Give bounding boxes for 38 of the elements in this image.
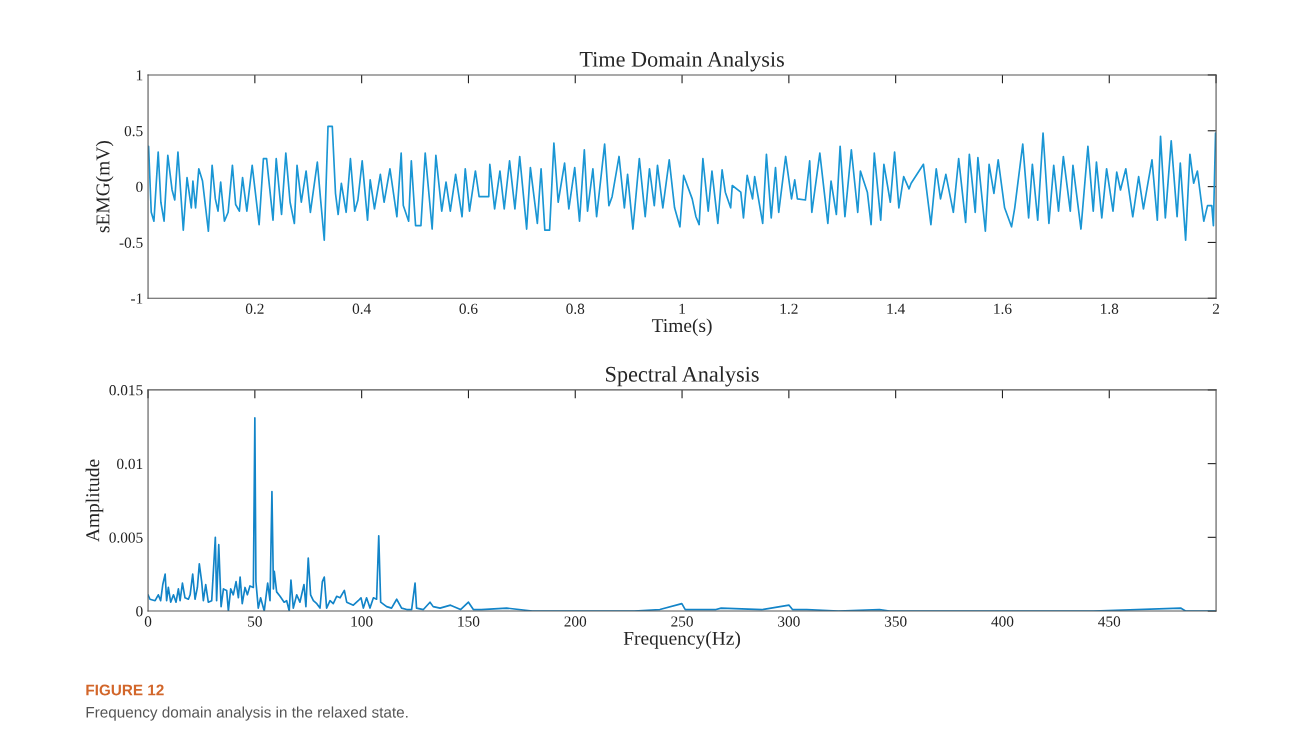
- x-tick-label: 250: [671, 616, 693, 627]
- x-tick-label: 1.8: [1101, 303, 1119, 314]
- caption: FIGURE 12: [86, 684, 164, 696]
- x-tick-label: 0.2: [245, 303, 264, 314]
- x-tick-label: 200: [564, 616, 587, 627]
- y-tick-label: 0: [136, 606, 143, 617]
- x-tick-label: 300: [778, 616, 800, 627]
- chart-title: Time Domain Analysis: [579, 51, 784, 72]
- x-tick-label: 450: [1098, 616, 1121, 627]
- chart-title: Spectral Analysis: [606, 366, 759, 387]
- x-tick-label: 100: [351, 616, 373, 627]
- y-tick-label: 0.015: [109, 385, 143, 396]
- x-tick-label: 350: [884, 616, 907, 627]
- x-tick-label: 0.8: [566, 303, 585, 314]
- y-tick-label: 1: [136, 70, 143, 81]
- text: Frequency domain analysis in the relaxed state.: [86, 706, 408, 721]
- x-tick-label: 1.6: [994, 303, 1012, 314]
- x-tick-label: 1.4: [887, 303, 905, 314]
- line-series: [148, 125, 1217, 242]
- y-tick-label: 0: [136, 181, 143, 193]
- x-tick-label: 50: [248, 616, 262, 627]
- x-tick-label: 150: [458, 616, 480, 627]
- x-axis-title: Frequency(Hz): [623, 631, 741, 649]
- y-tick-label: -0.5: [119, 237, 143, 248]
- y-tick-label: 0.5: [124, 125, 143, 137]
- x-tick-label: 0: [144, 616, 152, 627]
- x-tick-label: 0.6: [459, 303, 478, 314]
- y-axis-title: Amplitude: [85, 459, 104, 542]
- y-axis-title: sEMG(mV): [95, 141, 114, 233]
- x-tick-label: 400: [991, 616, 1014, 627]
- y-tick-label: 0.01: [117, 458, 143, 470]
- x-tick-label: 0.4: [352, 303, 371, 314]
- x-tick-label: 2: [1212, 303, 1220, 314]
- y-tick-label: -1: [131, 293, 143, 304]
- x-tick-label: 1: [679, 303, 685, 314]
- x-tick-label: 1.2: [780, 303, 798, 314]
- x-axis-title: Time(s): [651, 318, 712, 337]
- y-tick-label: 0.005: [109, 532, 143, 543]
